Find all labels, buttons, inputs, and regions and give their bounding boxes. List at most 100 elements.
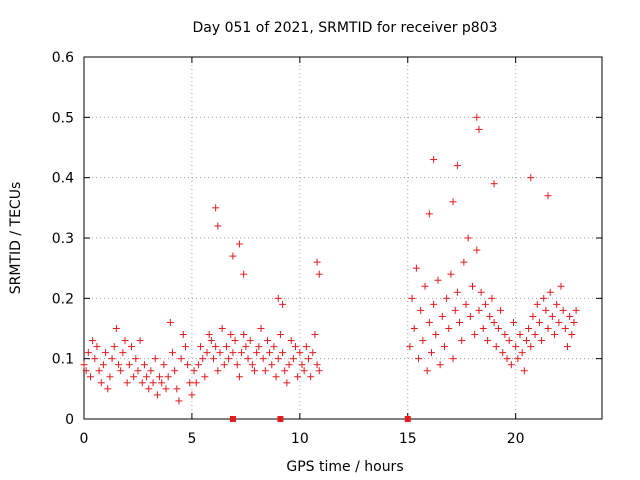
y-tick-label: 0 [65,412,74,428]
data-point [412,264,420,272]
data-point [216,349,224,357]
data-point [177,355,185,363]
data-point [510,318,518,326]
data-point [121,337,129,345]
data-point [423,367,431,375]
data-point [274,355,282,363]
data-point [188,391,196,399]
data-point [149,379,157,387]
data-point [143,373,151,381]
data-point [462,300,470,308]
data-point [91,355,99,363]
data-point [531,331,539,339]
data-point [512,343,520,351]
data-point [561,325,569,332]
data-point [497,306,505,314]
data-point [477,288,485,296]
data-point [289,355,297,363]
data-point [147,367,155,375]
data-point [304,355,312,363]
data-point [115,361,123,369]
data-point [449,198,457,206]
y-tick-label: 0.6 [52,50,74,66]
data-point [527,174,535,182]
data-point [86,373,94,381]
data-point [449,355,457,363]
chart-title: Day 051 of 2021, SRMTID for receiver p80… [192,20,497,36]
data-point [268,361,276,369]
data-point [525,325,533,332]
data-point [544,325,552,332]
data-point [466,312,474,320]
data-point [151,355,159,363]
data-point [171,367,179,375]
data-point [272,373,280,381]
data-point [127,343,135,351]
data-point [175,397,183,405]
data-point [80,361,88,369]
y-tick-label: 0.1 [52,352,74,368]
data-point [179,331,187,339]
data-point [415,355,423,363]
data-point [307,373,315,381]
data-point [479,325,487,332]
data-point [527,343,535,351]
data-point [566,312,574,320]
data-point [555,318,563,326]
data-point [421,282,429,290]
data-point [533,300,541,308]
data-point [447,270,455,278]
data-point [99,361,107,369]
data-point [246,337,254,345]
data-point [520,367,528,375]
y-tick-label: 0.4 [52,171,74,187]
data-point [199,355,207,363]
data-point [313,258,321,266]
data-point [548,312,556,320]
data-point [136,337,144,345]
data-point [430,300,438,308]
data-point [225,355,233,363]
data-point [173,385,181,393]
data-point [102,349,110,357]
data-point [287,337,295,345]
data-point [184,361,192,369]
data-point [492,343,500,351]
data-points [80,113,580,422]
data-point [546,288,554,296]
data-point [408,294,416,302]
data-point [82,367,90,375]
data-point [248,361,256,369]
data-point [471,331,479,339]
data-point [108,355,116,363]
data-point [197,343,205,351]
y-tick-label: 0.2 [52,291,74,307]
data-point [453,288,461,296]
data-point [315,367,323,375]
data-point [440,343,448,351]
data-point [201,373,209,381]
data-point [89,337,97,345]
data-point [110,343,118,351]
data-point [438,312,446,320]
data-point [242,343,250,351]
data-point [279,349,287,357]
data-point [544,192,552,200]
data-point [475,125,483,133]
data-point [164,373,172,381]
x-tick-label: 10 [291,431,309,447]
data-point [97,379,105,387]
data-point [207,337,215,345]
data-point [417,306,425,314]
data-point [257,325,265,332]
data-point [160,361,168,369]
data-point [233,361,241,369]
data-point [430,156,438,164]
y-tick-label: 0.3 [52,231,74,247]
data-point [214,367,222,375]
data-point [112,325,120,332]
data-point [456,318,464,326]
data-point [464,234,472,242]
data-point [181,343,189,351]
data-point [235,373,243,381]
